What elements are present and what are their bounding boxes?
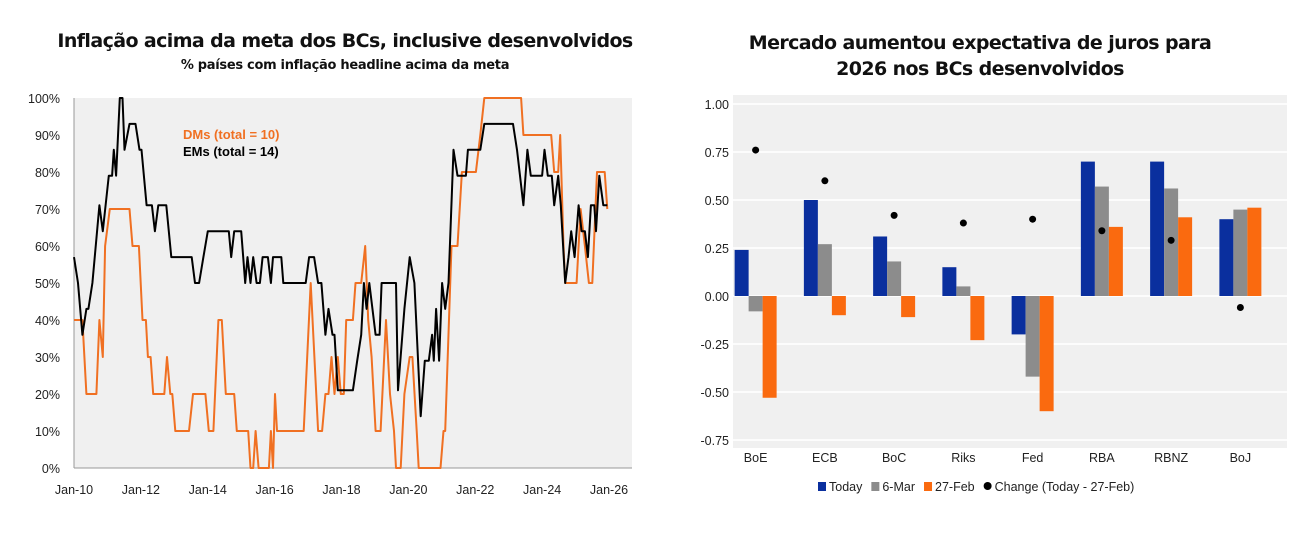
right-x-tick-label: BoC [882, 451, 906, 465]
left-y-tick-label: 80% [35, 166, 60, 180]
bar-6-mar-ecb [817, 244, 832, 296]
bar-27-feb-riks [970, 296, 985, 341]
legend-label: Today [829, 480, 863, 494]
left-plot-area [74, 98, 632, 468]
left-y-tick-label: 30% [35, 351, 60, 365]
bar-27-feb-rbnz [1178, 217, 1193, 296]
bar-today-boj [1219, 219, 1234, 296]
bar-27-feb-rba [1108, 226, 1123, 296]
bar-27-feb-fed [1039, 296, 1054, 412]
right-x-tick-label: BoJ [1230, 451, 1252, 465]
bar-today-rbnz [1150, 161, 1165, 296]
right-y-tick-label: 0.25 [705, 242, 729, 256]
left-x-tick-label: Jan-16 [256, 483, 294, 497]
left-x-tick-label: Jan-22 [456, 483, 494, 497]
left-x-tick-label: Jan-26 [590, 483, 628, 497]
right-x-tick-label: RBNZ [1154, 451, 1188, 465]
change-dot-boj [1236, 304, 1244, 312]
right-x-tick-label: Riks [951, 451, 975, 465]
right-y-tick-label: -0.50 [701, 386, 730, 400]
right-y-tick-label: 0.50 [705, 194, 729, 208]
bar-6-mar-boc [887, 261, 902, 296]
right-x-tick-label: BoE [744, 451, 768, 465]
bar-today-rba [1080, 161, 1095, 296]
left-y-tick-label: 60% [35, 240, 60, 254]
legend-swatch [818, 482, 826, 491]
change-dot-fed [1029, 215, 1037, 223]
change-dot-rbnz [1167, 236, 1175, 244]
bar-6-mar-boj [1233, 209, 1248, 296]
left-x-tick-label: Jan-24 [523, 483, 561, 497]
legend-swatch [924, 482, 933, 491]
change-dot-rba [1098, 227, 1106, 235]
bar-6-mar-fed [1025, 296, 1040, 377]
bar-27-feb-ecb [831, 296, 846, 316]
left-x-tick-label: Jan-14 [189, 483, 227, 497]
right-chart-title: Mercado aumentou expectativa de juros pa… [680, 30, 1280, 82]
left-y-tick-label: 100% [28, 92, 60, 106]
bar-27-feb-boc [901, 296, 916, 318]
change-dot-boc [890, 211, 898, 219]
ems-series-line [73, 97, 608, 418]
dms-series-line [74, 97, 609, 469]
right-y-tick-label: 1.00 [705, 98, 729, 112]
right-y-tick-label: 0.75 [705, 146, 729, 160]
legend-label: Change (Today - 27-Feb) [995, 480, 1135, 494]
change-dot-boe [752, 146, 760, 154]
bar-27-feb-boe [762, 296, 777, 398]
left-y-tick-label: 90% [35, 129, 60, 143]
right-title-line-2: 2026 nos BCs desenvolvidos [836, 58, 1124, 80]
left-x-tick-label: Jan-18 [322, 483, 360, 497]
change-dot-riks [959, 219, 967, 227]
bar-6-mar-riks [956, 286, 971, 296]
bar-6-mar-boe [748, 296, 763, 312]
left-y-tick-label: 0% [42, 462, 60, 476]
bar-today-ecb [803, 200, 818, 296]
left-x-tick-label: Jan-12 [122, 483, 160, 497]
left-chart-subtitle: % países com inflação headline acima da … [180, 58, 510, 73]
right-x-tick-label: ECB [812, 451, 838, 465]
left-y-tick-label: 20% [35, 388, 60, 402]
bar-today-boc [873, 236, 888, 296]
legend-label: 6-Mar [882, 480, 915, 494]
left-chart-title: Inflação acima da meta dos BCs, inclusiv… [57, 30, 633, 52]
change-dot-ecb [821, 177, 829, 185]
bar-6-mar-rba [1094, 186, 1109, 296]
right-y-tick-label: -0.25 [701, 338, 730, 352]
bar-today-boe [734, 249, 749, 296]
bar-today-riks [942, 267, 957, 296]
left-y-tick-label: 40% [35, 314, 60, 328]
right-title-line-1: Mercado aumentou expectativa de juros pa… [748, 32, 1212, 54]
legend-ems: EMs (total = 14) [183, 144, 279, 159]
legend-dot-icon [983, 482, 992, 490]
right-x-tick-label: Fed [1022, 451, 1044, 465]
legend-label: 27-Feb [935, 480, 975, 494]
left-y-tick-label: 50% [35, 277, 60, 291]
bar-today-fed [1011, 296, 1026, 335]
right-x-tick-label: RBA [1089, 451, 1115, 465]
left-x-tick-label: Jan-10 [55, 483, 93, 497]
legend-swatch [871, 482, 880, 491]
left-y-tick-label: 10% [35, 425, 60, 439]
left-y-tick-label: 70% [35, 203, 60, 217]
right-y-tick-label: 0.00 [705, 290, 729, 304]
right-y-tick-label: -0.75 [701, 434, 730, 448]
left-x-tick-label: Jan-20 [389, 483, 427, 497]
bar-27-feb-boj [1247, 207, 1262, 296]
legend-dms: DMs (total = 10) [183, 127, 279, 142]
